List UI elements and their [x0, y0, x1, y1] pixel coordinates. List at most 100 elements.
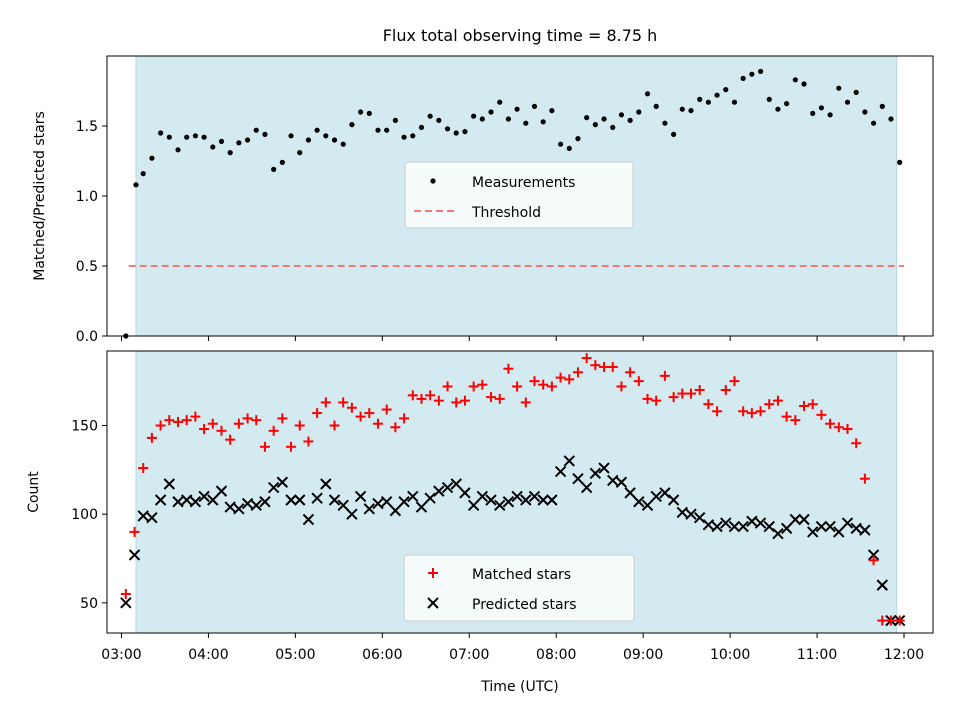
- matched-stars-point: [659, 370, 670, 381]
- matched-stars-point: [772, 395, 783, 406]
- matched-stars-point: [842, 424, 853, 435]
- matched-stars-point: [277, 413, 288, 424]
- measurement-point: [175, 147, 181, 153]
- matched-stars-point: [894, 615, 905, 626]
- matched-stars-point: [320, 397, 331, 408]
- matched-stars-point: [381, 404, 392, 415]
- matched-stars-point: [329, 420, 340, 431]
- measurement-point: [184, 134, 190, 140]
- predicted-stars-point: [693, 512, 706, 524]
- matched-stars-point: [303, 436, 314, 447]
- matched-stars-point: [433, 395, 444, 406]
- measurement-point: [201, 134, 207, 140]
- predicted-stars-point: [737, 520, 749, 533]
- measurement-point: [862, 109, 868, 115]
- matched-stars-point: [416, 393, 427, 404]
- measurement-point: [253, 127, 259, 133]
- measurement-point: [627, 117, 633, 123]
- measurement-point: [271, 166, 277, 172]
- matched-stars-point: [703, 399, 714, 410]
- measurement-point: [418, 124, 425, 130]
- matched-stars-point: [825, 418, 836, 429]
- measurement-point: [610, 124, 616, 130]
- matched-stars-point: [590, 360, 601, 371]
- predicted-stars-point: [433, 485, 445, 497]
- matched-stars-point: [425, 390, 436, 401]
- measurement-point: [410, 133, 416, 139]
- matched-stars-point: [364, 408, 375, 419]
- matched-stars-point: [833, 422, 844, 433]
- matched-stars-point: [712, 406, 723, 417]
- predicted-stars-point: [633, 496, 645, 508]
- matched-stars-point: [581, 353, 592, 364]
- ratio-panel: Flux total observing time = 8.75 h 0.00.…: [32, 26, 934, 345]
- measurement-point: [740, 75, 746, 81]
- measurement-point: [166, 134, 172, 140]
- predicted-stars-point: [172, 496, 184, 508]
- predicted-stars-point: [215, 485, 228, 497]
- measurement-point: [288, 133, 294, 139]
- measurement-point: [133, 182, 139, 188]
- matched-stars-point: [607, 361, 618, 372]
- predicted-stars-point: [389, 504, 402, 517]
- matched-stars-point: [442, 381, 453, 392]
- matched-stars-point: [259, 441, 270, 452]
- predicted-stars-point: [607, 474, 619, 487]
- measurement-point: [679, 106, 685, 112]
- measurement-point: [392, 117, 398, 123]
- predicted-legend-marker: [427, 597, 439, 609]
- predicted-stars-point: [415, 501, 428, 513]
- bottom-x-ticks: 03:00 04:00 05:00 06:00 07:00 08:00 09:00 10:00…: [101, 633, 924, 663]
- matched-stars-point: [286, 441, 297, 452]
- predicted-stars-point: [554, 465, 567, 478]
- matched-stars-point: [572, 367, 583, 378]
- x-tick-label: 06:00: [362, 647, 402, 663]
- predicted-stars-point: [320, 478, 332, 490]
- predicted-stars-point: [520, 494, 532, 506]
- matched-stars-point: [503, 363, 514, 374]
- predicted-stars-point: [337, 499, 349, 512]
- measurement-point: [879, 103, 885, 109]
- predicted-stars-point: [528, 490, 541, 503]
- chart-title: Flux total observing time = 8.75 h: [383, 26, 658, 45]
- matched-stars-point: [146, 432, 157, 443]
- measurement-point: [349, 122, 355, 128]
- matched-stars-point: [181, 415, 192, 426]
- matched-stars-point: [346, 402, 357, 413]
- measurement-point: [314, 127, 320, 133]
- measurement-point: [697, 96, 703, 102]
- matched-stars-point: [477, 379, 488, 390]
- measurement-point: [897, 159, 903, 165]
- predicted-stars-point: [676, 506, 689, 519]
- matched-stars-point: [555, 372, 566, 383]
- predicted-stars-point: [580, 481, 593, 494]
- predicted-stars-point: [589, 467, 602, 480]
- matched-stars-points: [120, 353, 905, 626]
- matched-stars-point: [520, 397, 531, 408]
- measurement-point: [331, 137, 338, 143]
- predicted-stars-point: [302, 513, 315, 526]
- matched-stars-point: [216, 425, 227, 436]
- top-y-axis-label: Matched/Predicted stars: [32, 111, 48, 281]
- measurement-point: [644, 91, 651, 97]
- x-tick-label: 09:00: [623, 647, 663, 663]
- matched-stars-point: [720, 385, 731, 396]
- predicted-stars-point: [189, 496, 202, 508]
- measurement-point: [218, 138, 225, 144]
- bottom-plot-frame: [106, 350, 934, 634]
- measurement-point: [888, 116, 894, 122]
- predicted-stars-point: [198, 490, 210, 503]
- measurement-point: [305, 137, 312, 143]
- measurement-point: [505, 116, 512, 122]
- matched-stars-point: [633, 376, 644, 387]
- predicted-stars-point: [180, 494, 193, 506]
- predicted-stars-point: [233, 503, 245, 515]
- x-tick-label: 11:00: [797, 647, 837, 663]
- matched-stars-point: [564, 374, 575, 385]
- x-tick-label: 12:00: [884, 647, 924, 663]
- measurement-point: [244, 137, 251, 143]
- predicted-stars-point: [850, 522, 862, 535]
- predicted-legend-label: Predicted stars: [472, 597, 577, 613]
- measurement-point: [192, 133, 198, 139]
